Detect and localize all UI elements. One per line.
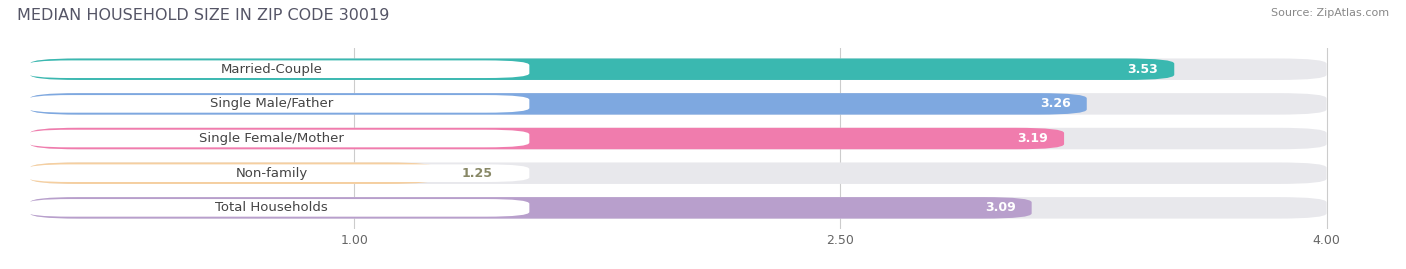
FancyBboxPatch shape	[27, 164, 529, 182]
FancyBboxPatch shape	[27, 130, 529, 147]
FancyBboxPatch shape	[27, 199, 529, 217]
Text: Single Male/Father: Single Male/Father	[209, 97, 333, 110]
FancyBboxPatch shape	[27, 95, 529, 113]
FancyBboxPatch shape	[31, 197, 1032, 219]
Text: 3.09: 3.09	[984, 201, 1015, 214]
Text: 1.25: 1.25	[461, 167, 492, 180]
FancyBboxPatch shape	[31, 128, 1327, 149]
Text: Single Female/Mother: Single Female/Mother	[198, 132, 344, 145]
FancyBboxPatch shape	[31, 58, 1174, 80]
FancyBboxPatch shape	[31, 197, 1327, 219]
FancyBboxPatch shape	[31, 58, 1327, 80]
Text: Source: ZipAtlas.com: Source: ZipAtlas.com	[1271, 8, 1389, 18]
Text: Married-Couple: Married-Couple	[221, 63, 322, 76]
Text: 3.19: 3.19	[1017, 132, 1047, 145]
FancyBboxPatch shape	[31, 93, 1327, 115]
FancyBboxPatch shape	[31, 128, 1064, 149]
Text: MEDIAN HOUSEHOLD SIZE IN ZIP CODE 30019: MEDIAN HOUSEHOLD SIZE IN ZIP CODE 30019	[17, 8, 389, 23]
Text: Non-family: Non-family	[235, 167, 308, 180]
FancyBboxPatch shape	[31, 93, 1087, 115]
Text: Total Households: Total Households	[215, 201, 328, 214]
Text: 3.26: 3.26	[1040, 97, 1070, 110]
FancyBboxPatch shape	[31, 162, 1327, 184]
FancyBboxPatch shape	[31, 162, 436, 184]
FancyBboxPatch shape	[27, 61, 529, 78]
Text: 3.53: 3.53	[1128, 63, 1159, 76]
